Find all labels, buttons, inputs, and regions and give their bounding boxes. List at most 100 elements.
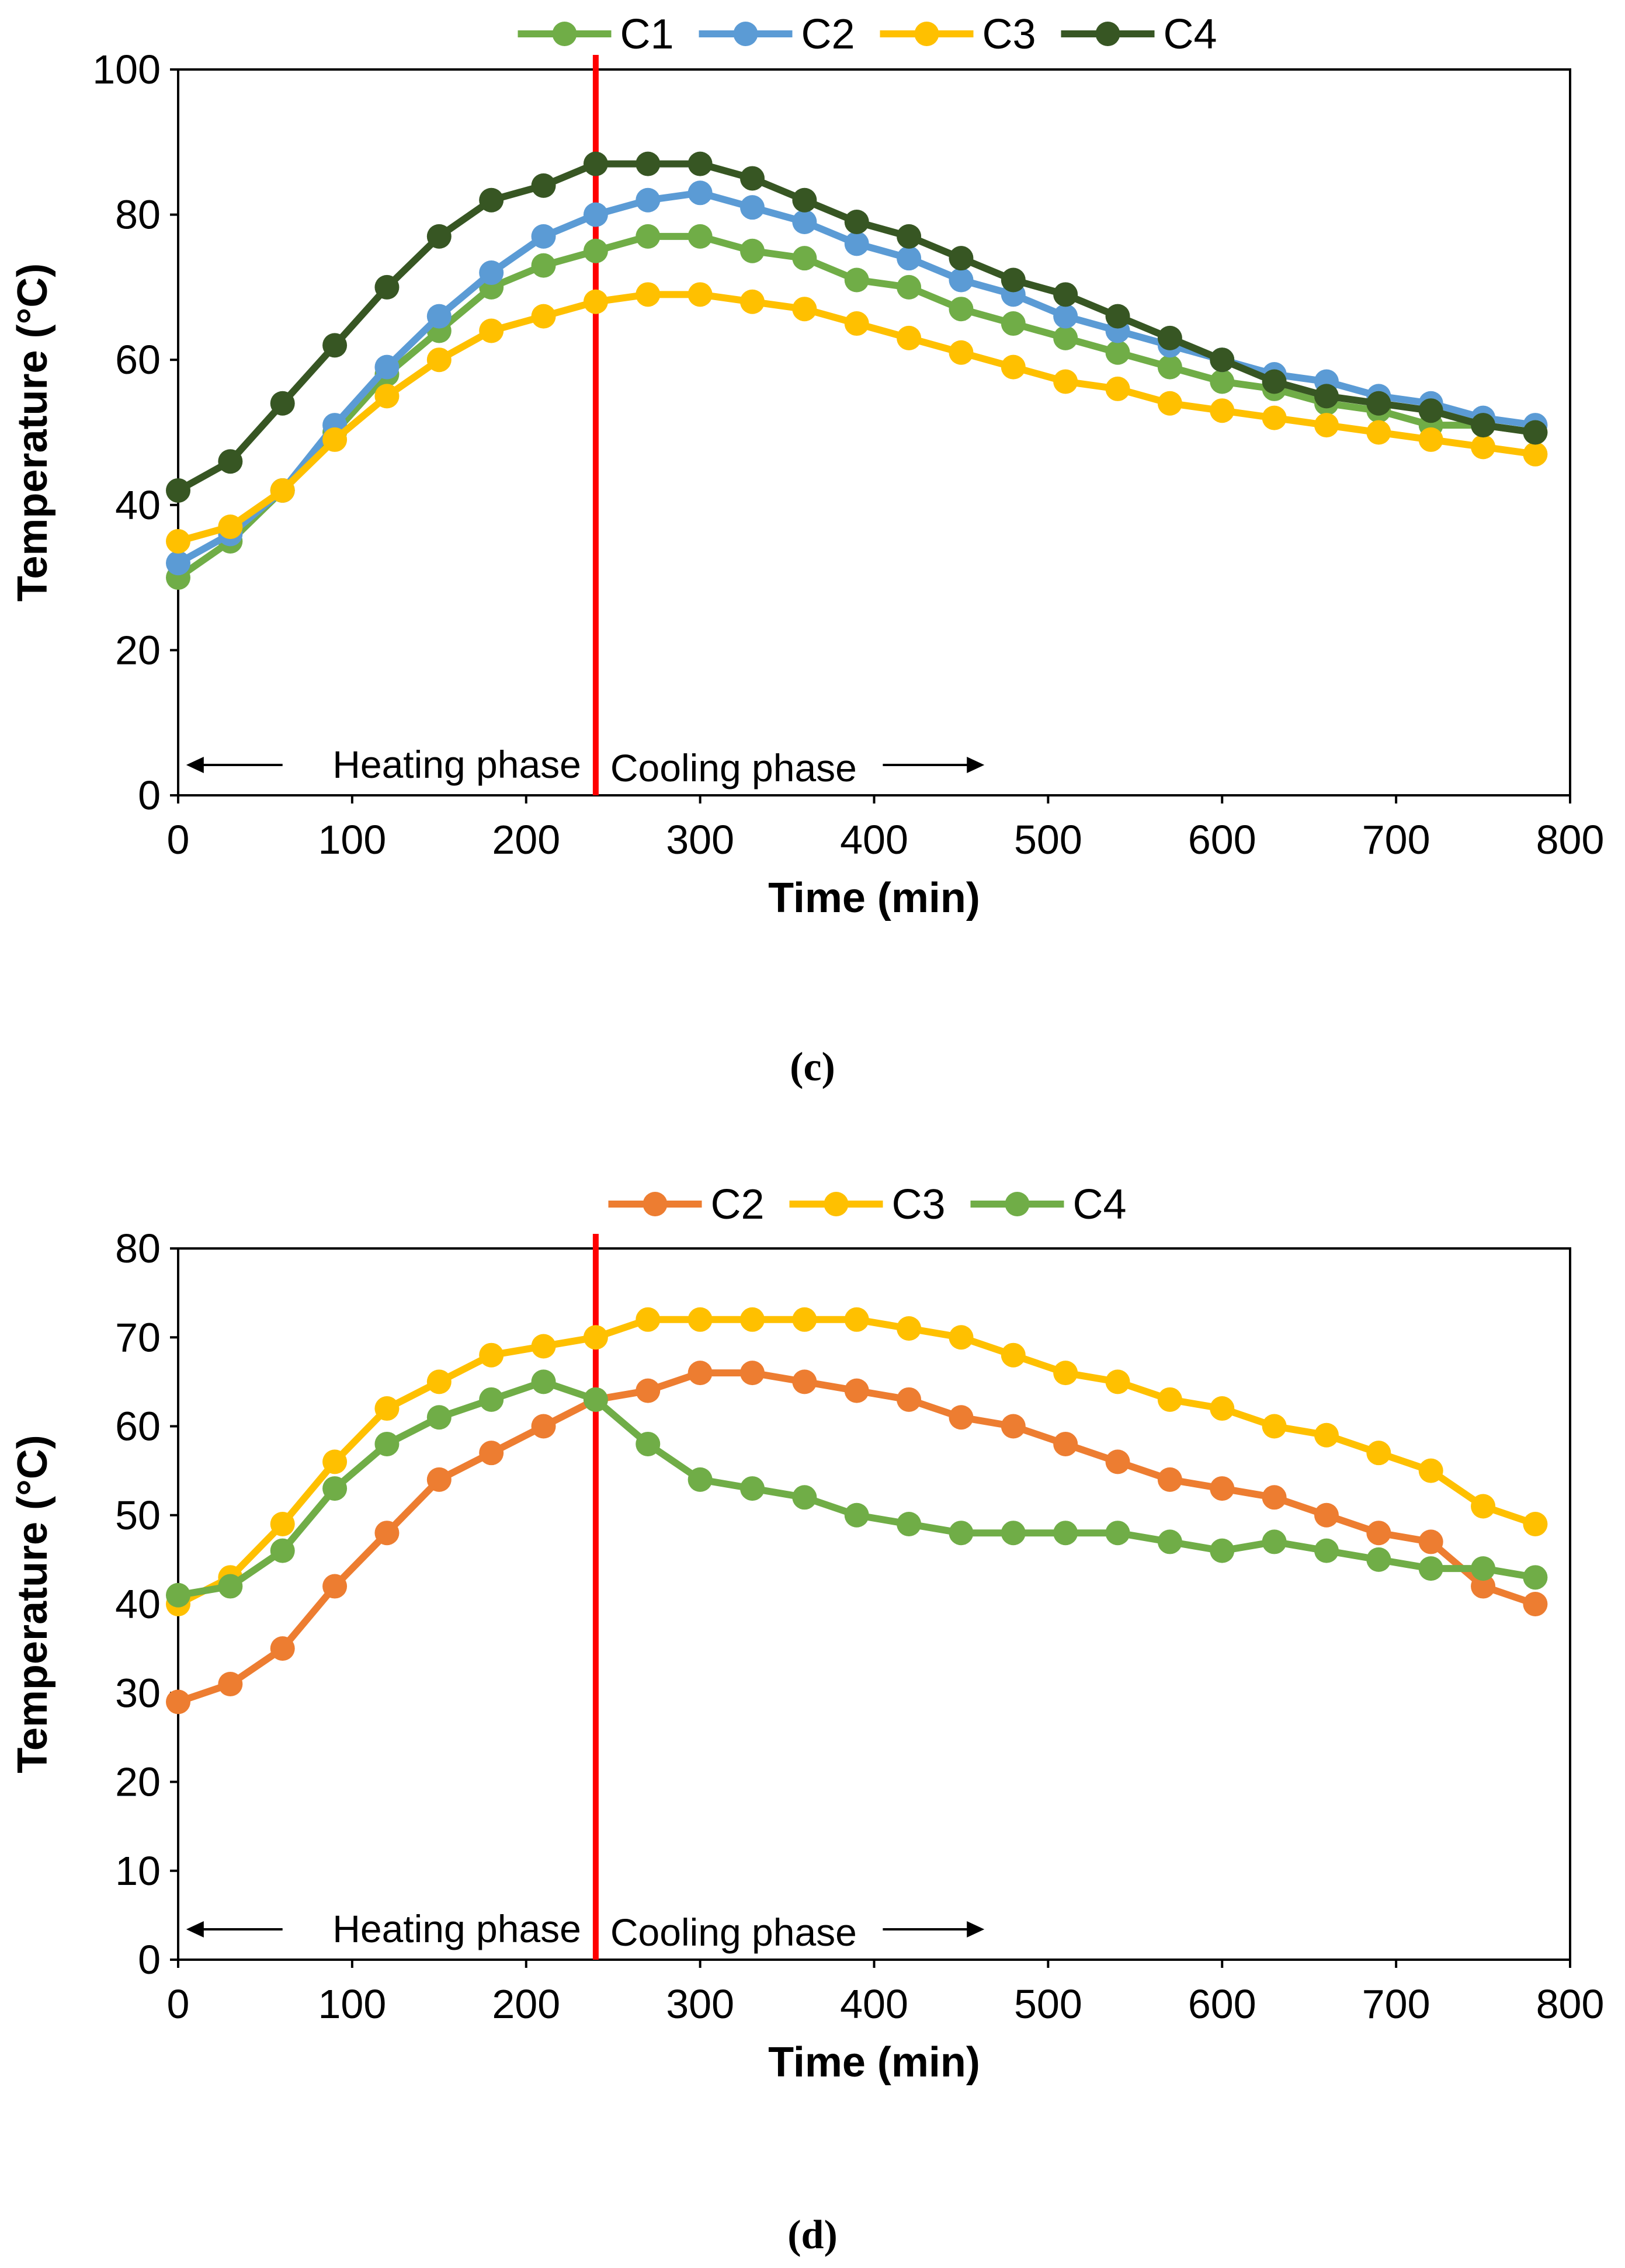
legend-label-c4: C4 <box>1073 1181 1127 1228</box>
data-point-c3 <box>844 1307 869 1332</box>
data-point-c3 <box>1262 1414 1287 1439</box>
data-point-c1 <box>531 253 556 278</box>
data-point-c4 <box>270 1538 295 1563</box>
data-point-c3 <box>479 1342 504 1368</box>
data-point-c1 <box>1053 325 1078 350</box>
data-point-c2 <box>270 1636 295 1661</box>
y-tick-label: 40 <box>115 1581 161 1627</box>
data-point-c2 <box>1366 1521 1391 1546</box>
y-tick-label: 10 <box>115 1848 161 1894</box>
data-point-c3 <box>479 318 504 343</box>
data-point-c2 <box>844 231 869 256</box>
legend-label-c3: C3 <box>892 1181 946 1228</box>
data-point-c2 <box>688 180 713 206</box>
data-point-c4 <box>1418 398 1443 423</box>
data-point-c4 <box>166 478 190 503</box>
data-point-c2 <box>739 1361 765 1386</box>
data-point-c4 <box>218 449 243 474</box>
data-point-c2 <box>166 551 190 576</box>
data-point-c2 <box>1210 1476 1235 1501</box>
data-point-c3 <box>1001 1342 1026 1368</box>
x-tick-label: 600 <box>1188 1981 1256 2027</box>
data-point-c2 <box>322 1574 348 1599</box>
data-point-c3 <box>1157 391 1182 416</box>
data-point-c3 <box>1210 398 1235 423</box>
data-point-c3 <box>949 340 974 365</box>
data-point-c3 <box>1053 1361 1078 1386</box>
y-tick-label: 60 <box>115 1404 161 1449</box>
data-point-c3 <box>583 1325 608 1350</box>
legend-marker-c4 <box>1005 1192 1030 1216</box>
data-point-c3 <box>531 1334 556 1359</box>
cooling-phase-label: Cooling phase <box>610 1911 857 1954</box>
y-tick-label: 70 <box>115 1314 161 1360</box>
x-tick-label: 700 <box>1362 1981 1430 2027</box>
data-point-c4 <box>949 246 974 271</box>
data-point-c2 <box>531 1414 556 1439</box>
data-point-c3 <box>322 1449 348 1474</box>
data-point-c2 <box>479 260 504 286</box>
x-tick-label: 200 <box>492 1981 560 2027</box>
data-point-c2 <box>374 1521 400 1546</box>
chart-c: 0 20 40 60 80 100 0 100 200 300 400 500 600 700 800 Tim… <box>9 11 1604 921</box>
y-tick-label: 0 <box>138 1937 161 1982</box>
y-tick-label: 100 <box>92 47 161 92</box>
arrow-right-icon <box>967 1921 985 1937</box>
data-point-c2 <box>1053 304 1078 329</box>
panel-label-c: (c) <box>790 1045 835 1090</box>
arrow-left-icon <box>186 1921 204 1937</box>
data-point-c4 <box>844 1502 869 1528</box>
data-point-c4 <box>426 224 452 249</box>
cooling-phase-label: Cooling phase <box>610 746 857 789</box>
data-point-c2 <box>1157 1467 1182 1492</box>
data-point-c3 <box>1418 1458 1443 1483</box>
data-point-c4 <box>1157 325 1182 350</box>
legend-marker-c3 <box>914 22 939 46</box>
legend-marker-c4 <box>1095 22 1120 46</box>
data-point-c2 <box>1001 1414 1026 1439</box>
data-point-c4 <box>1471 1556 1496 1581</box>
y-tick-label: 80 <box>115 1226 161 1271</box>
x-tick-label: 800 <box>1536 1981 1605 2027</box>
data-point-c2 <box>688 1361 713 1386</box>
data-point-c4 <box>1105 1521 1130 1546</box>
data-point-c3 <box>166 528 190 554</box>
data-point-c2 <box>531 224 556 249</box>
data-point-c3 <box>1105 376 1130 401</box>
x-tick-label: 300 <box>666 817 734 862</box>
data-point-c4 <box>1418 1556 1443 1581</box>
data-point-c4 <box>688 1467 713 1492</box>
data-point-c3 <box>583 289 608 314</box>
data-point-c3 <box>1471 1494 1496 1519</box>
data-point-c4 <box>479 1387 504 1412</box>
data-point-c4 <box>792 187 817 213</box>
x-tick-label: 0 <box>167 817 190 862</box>
data-point-c4 <box>1471 413 1496 438</box>
data-point-c1 <box>688 224 713 249</box>
data-point-c4 <box>792 1485 817 1510</box>
legend-label-c4: C4 <box>1164 11 1217 58</box>
data-point-c4 <box>270 391 295 416</box>
y-tick-label: 50 <box>115 1493 161 1538</box>
legend-label-c2: C2 <box>711 1181 765 1228</box>
data-point-c2 <box>1053 1431 1078 1456</box>
data-point-c2 <box>792 1369 817 1394</box>
data-point-c2 <box>374 354 400 380</box>
data-point-c2 <box>636 187 661 213</box>
data-point-c2 <box>949 267 974 293</box>
legend-label-c3: C3 <box>982 11 1036 58</box>
data-point-c3 <box>792 1307 817 1332</box>
data-point-c3 <box>1053 369 1078 394</box>
data-point-c4 <box>636 1431 661 1456</box>
data-point-c3 <box>1105 1369 1130 1394</box>
data-point-c2 <box>479 1441 504 1466</box>
data-point-c4 <box>897 224 922 249</box>
x-tick-label: 200 <box>492 817 560 862</box>
data-point-c2 <box>844 1378 869 1403</box>
data-point-c2 <box>1418 1529 1443 1554</box>
data-point-c4 <box>688 151 713 176</box>
data-point-c2 <box>739 195 765 220</box>
data-point-c3 <box>1001 354 1026 380</box>
x-tick-label: 700 <box>1362 817 1430 862</box>
data-point-c4 <box>1001 1521 1026 1546</box>
